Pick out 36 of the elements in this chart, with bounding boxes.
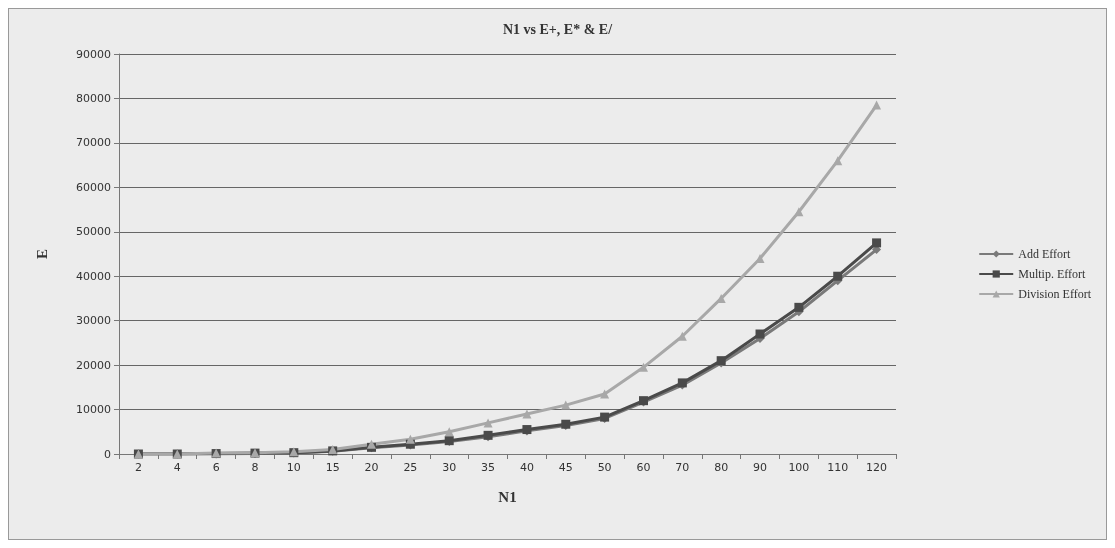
y-tick-label: 60000 [76,180,111,194]
x-tick-label: 15 [325,461,340,474]
x-axis-title: N1 [498,488,517,505]
x-tick-label: 120 [866,461,888,474]
y-tick-label: 70000 [76,136,111,150]
x-tick-label: 80 [714,461,729,474]
x-tick-label: 30 [442,461,457,474]
y-tick-label: 10000 [76,403,111,417]
y-axis-title: E [33,248,50,260]
chart-title: N1 vs E+, E* & E/ [502,21,614,37]
y-tick-label: 50000 [76,225,111,239]
y-tick-label: 30000 [76,314,111,328]
y-tick-label: 90000 [76,47,111,61]
x-tick-label: 10 [286,461,301,474]
x-tick-label: 25 [403,461,418,474]
x-tick-label: 60 [636,461,651,474]
x-tick-label: 50 [597,461,612,474]
y-tick-label: 40000 [76,269,111,283]
x-tick-label: 90 [753,461,768,474]
y-tick-label: 80000 [76,91,111,105]
legend-label: Multip. Effort [1018,267,1086,281]
x-tick-label: 40 [519,461,534,474]
x-tick-label: 45 [558,461,573,474]
x-tick-label: 2 [134,461,142,474]
x-tick-label: 100 [788,461,810,474]
x-tick-label: 8 [251,461,259,474]
legend-label: Division Effort [1018,287,1092,301]
x-tick-label: 110 [827,461,849,474]
x-tick-label: 20 [364,461,379,474]
legend-label: Add Effort [1018,247,1071,261]
x-tick-label: 35 [481,461,496,474]
y-tick-label: 20000 [76,358,111,372]
x-tick-label: 6 [212,461,220,474]
x-tick-label: 70 [675,461,690,474]
x-tick-label: 4 [173,461,181,474]
y-tick-label: 0 [104,447,111,461]
